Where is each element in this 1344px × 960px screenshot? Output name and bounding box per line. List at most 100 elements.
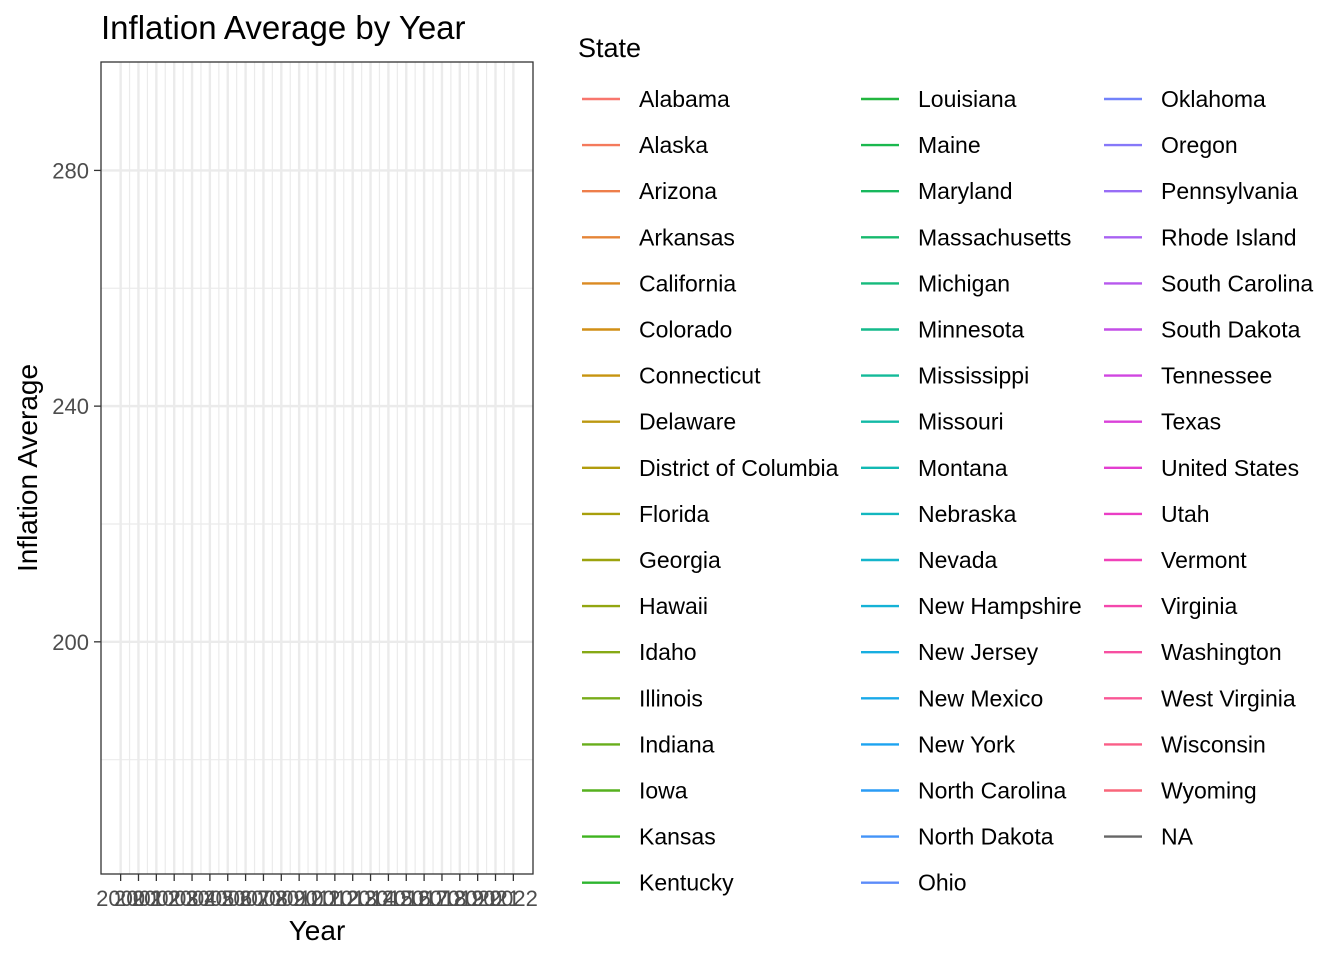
legend-label: Iowa [639, 778, 688, 804]
x-tick-label: 2017 [400, 886, 449, 911]
legend-label: Virginia [1161, 593, 1237, 619]
legend-item: NA [1104, 824, 1194, 850]
legend-label: Connecticut [639, 363, 761, 389]
legend-item: Georgia [582, 547, 721, 573]
x-tick-label: 2002 [132, 886, 181, 911]
legend-label: West Virginia [1161, 685, 1296, 711]
legend-title: State [578, 33, 641, 63]
legend-label: Montana [918, 455, 1008, 481]
legend-label: Tennessee [1161, 363, 1272, 389]
legend-item: South Dakota [1104, 317, 1301, 343]
legend-label: Mississippi [918, 363, 1029, 389]
legend-item: Maine [861, 132, 981, 158]
x-axis: 2000200120022003200420052006200720082009… [96, 874, 538, 911]
legend-label: District of Columbia [639, 455, 839, 481]
legend-item: New Hampshire [861, 593, 1082, 619]
legend-item: Missouri [861, 409, 1004, 435]
x-tick-label: 2018 [417, 886, 466, 911]
x-tick-label: 2022 [489, 886, 538, 911]
y-tick-label: 200 [52, 630, 89, 655]
legend-item: Hawaii [582, 593, 708, 619]
legend-item: Iowa [582, 778, 688, 804]
y-tick-label: 240 [52, 394, 89, 419]
legend-label: Idaho [639, 639, 697, 665]
legend-item: West Virginia [1104, 685, 1296, 711]
legend-label: Massachusetts [918, 224, 1071, 250]
legend-label: Kansas [639, 824, 716, 850]
legend-label: New York [918, 731, 1016, 757]
legend-item: Massachusetts [861, 224, 1071, 250]
legend-item: Pennsylvania [1104, 178, 1298, 204]
x-tick-label: 2003 [150, 886, 199, 911]
legend-item: Delaware [582, 409, 736, 435]
legend-item: Washington [1104, 639, 1282, 665]
legend-label: Wisconsin [1161, 731, 1266, 757]
legend-label: Arkansas [639, 224, 735, 250]
chart-title: Inflation Average by Year [101, 9, 466, 46]
legend-item: Louisiana [861, 86, 1017, 112]
x-tick-label: 2011 [293, 886, 340, 911]
legend-label: Rhode Island [1161, 224, 1297, 250]
legend-item: California [582, 270, 736, 296]
legend-item: Kentucky [582, 870, 734, 896]
legend-item: Illinois [582, 685, 703, 711]
x-tick-label: 2012 [310, 886, 359, 911]
legend-item: Nevada [861, 547, 997, 573]
legend-item: New York [861, 731, 1016, 757]
x-tick-label: 2010 [275, 886, 324, 911]
x-tick-label: 2013 [328, 886, 377, 911]
legend-label: New Jersey [918, 639, 1039, 665]
legend-item: Montana [861, 455, 1008, 481]
legend-item: Utah [1104, 501, 1210, 527]
legend-item: Arkansas [582, 224, 735, 250]
x-tick-label: 2007 [221, 886, 270, 911]
y-axis-title: Inflation Average [12, 364, 43, 572]
legend-label: Oregon [1161, 132, 1238, 158]
legend-item: New Mexico [861, 685, 1043, 711]
legend-item: Oklahoma [1104, 86, 1266, 112]
x-axis-title: Year [289, 915, 346, 946]
legend-label: Kentucky [639, 870, 734, 896]
legend-item: Arizona [582, 178, 717, 204]
legend-label: Pennsylvania [1161, 178, 1298, 204]
legend: State Alabama Alaska Arizona Arkansas Califo… [578, 33, 1313, 896]
x-tick-label: 2015 [364, 886, 413, 911]
x-tick-label: 2009 [257, 886, 306, 911]
legend-label: Colorado [639, 317, 732, 343]
legend-label: Florida [639, 501, 710, 527]
legend-label: Arizona [639, 178, 717, 204]
legend-label: Vermont [1161, 547, 1247, 573]
legend-label: Nebraska [918, 501, 1017, 527]
legend-item: Colorado [582, 317, 732, 343]
legend-item: North Carolina [861, 778, 1066, 804]
legend-label: Minnesota [918, 317, 1024, 343]
legend-label: Michigan [918, 270, 1010, 296]
legend-label: Illinois [639, 685, 703, 711]
legend-label: Texas [1161, 409, 1221, 435]
legend-item: Tennessee [1104, 363, 1272, 389]
legend-label: Alaska [639, 132, 708, 158]
x-tick-label: 2020 [453, 886, 502, 911]
y-tick-label: 280 [52, 158, 89, 183]
legend-item: Minnesota [861, 317, 1024, 343]
legend-label: Nevada [918, 547, 997, 573]
legend-label: Utah [1161, 501, 1210, 527]
legend-label: NA [1161, 824, 1194, 850]
x-tick-label: 2006 [203, 886, 252, 911]
legend-item: Vermont [1104, 547, 1247, 573]
legend-item: Kansas [582, 824, 716, 850]
x-tick-label: 2000 [96, 886, 145, 911]
legend-item: Alaska [582, 132, 708, 158]
y-axis: 200 240 280 [52, 158, 101, 655]
legend-item: United States [1104, 455, 1299, 481]
legend-label: Indiana [639, 731, 715, 757]
legend-item: Ohio [861, 870, 967, 896]
legend-label: New Mexico [918, 685, 1043, 711]
legend-label: Hawaii [639, 593, 708, 619]
x-tick-label: 2001 [114, 886, 163, 911]
legend-item: Rhode Island [1104, 224, 1297, 250]
x-tick-label: 2004 [168, 886, 217, 911]
legend-item: Maryland [861, 178, 1013, 204]
legend-item: Texas [1104, 409, 1221, 435]
legend-item: Idaho [582, 639, 697, 665]
